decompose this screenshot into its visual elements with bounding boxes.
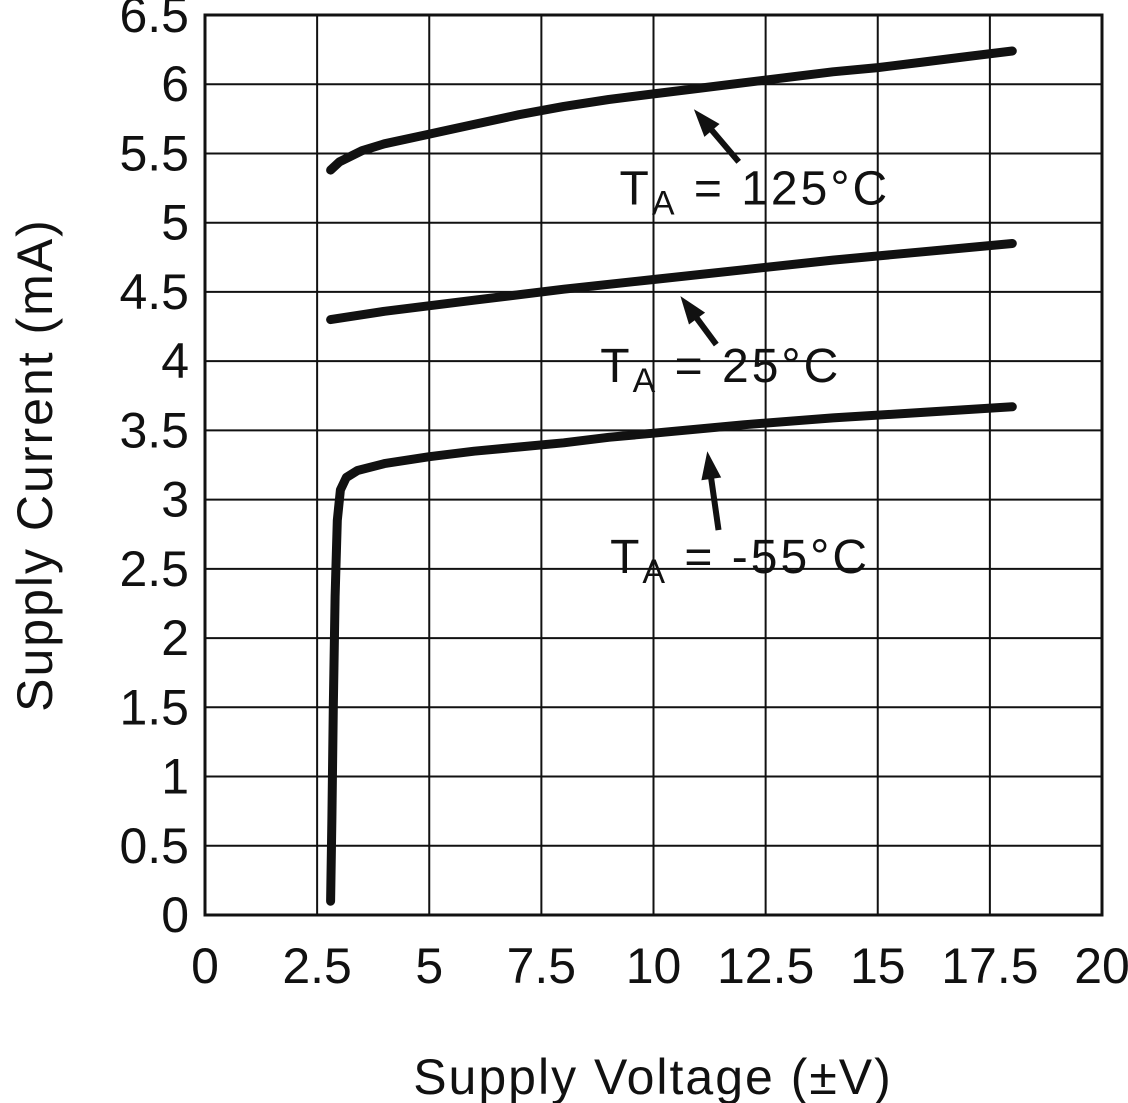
x-tick-label: 7.5 [507,938,577,994]
x-tick-label: 15 [850,938,906,994]
y-tick-label: 5 [161,195,189,251]
y-tick-label: 5.5 [119,125,189,181]
series-curve [326,46,1017,175]
annotation-arrow-head [693,109,720,137]
y-tick-label: 1 [161,749,189,805]
series-curve [326,402,1017,906]
y-tick-label: 0.5 [119,818,189,874]
x-tick-label: 12.5 [717,938,814,994]
x-tick-label: 0 [191,938,219,994]
series-label: TA = 125°C [620,163,891,223]
y-tick-label: 2 [161,610,189,666]
x-tick-label: 17.5 [941,938,1038,994]
y-tick-label: 3.5 [119,402,189,458]
y-tick-label: 2.5 [119,541,189,597]
series-label: TA = 25°C [600,340,841,400]
x-axis-title: Supply Voltage (±V) [413,1049,893,1103]
y-tick-label: 0 [161,887,189,943]
y-axis-title: Supply Current (mA) [7,218,63,712]
y-tick-label: 4.5 [119,264,189,320]
y-tick-label: 1.5 [119,679,189,735]
series-curve [326,239,1017,325]
plot-border [203,13,1104,917]
annotation-arrow-head [680,296,706,325]
y-tick-label: 4 [161,333,189,389]
y-tick-label: 6 [161,56,189,112]
x-tick-label: 5 [415,938,443,994]
series-label: TA = -55°C [610,531,870,591]
annotation-arrow-head [701,451,722,481]
x-tick-label: 10 [626,938,682,994]
x-tick-label: 20 [1074,938,1128,994]
y-tick-label: 3 [161,472,189,528]
y-tick-label: 6.5 [119,0,189,43]
x-tick-label: 2.5 [282,938,352,994]
